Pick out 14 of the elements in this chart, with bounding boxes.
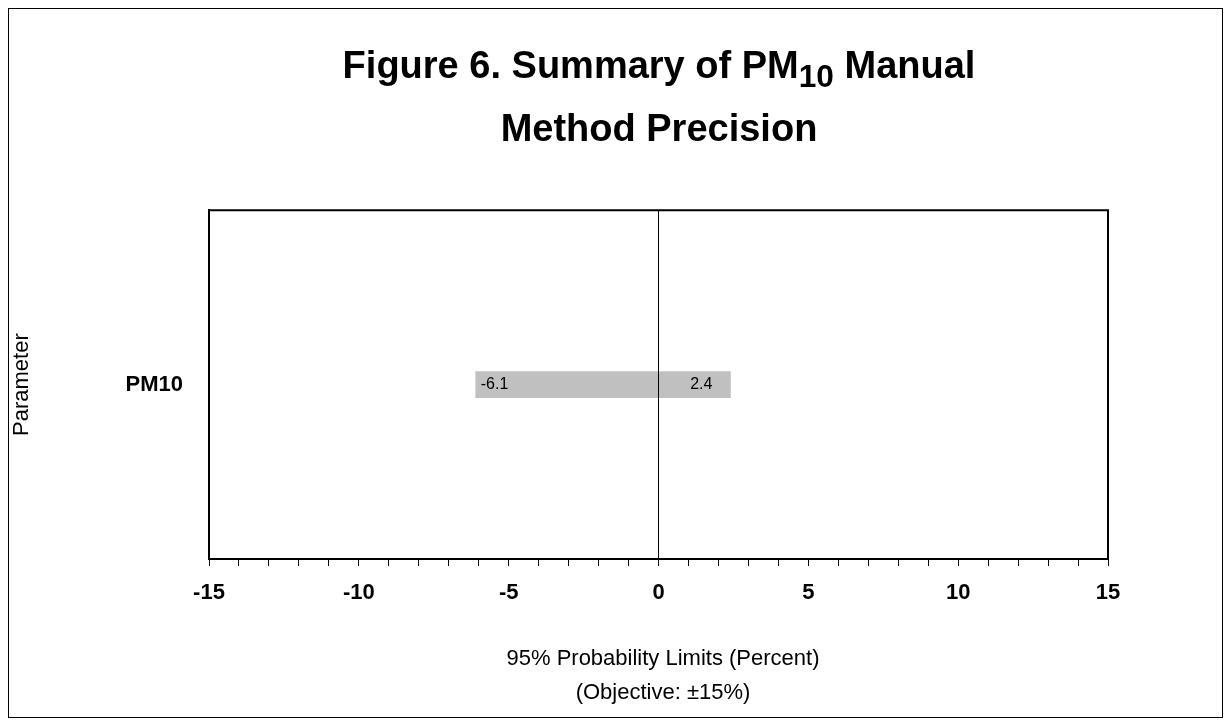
y-axis-title: Parameter	[8, 333, 34, 436]
text: (Objective: ±15%)	[574, 679, 752, 705]
x-tick-label: 10	[945, 579, 971, 605]
x-tick-label: 15	[1095, 579, 1121, 605]
x-tick-label: -15	[193, 579, 225, 605]
x-tick-label: -5	[498, 579, 519, 605]
x-axis-title: 95% Probability Limits (Percent)	[505, 645, 821, 671]
x-tick-label: 0	[652, 579, 665, 605]
data-label: 2.4	[690, 375, 713, 393]
y-tick-label: PM10	[125, 370, 183, 396]
x-tick-label: 5	[802, 579, 815, 605]
x-tick-label: -10	[342, 579, 375, 605]
data-label: -6.1	[480, 375, 509, 393]
chart-title: Figure 6. Summary of PM$_{10}$ Manual Method Precision	[341, 43, 977, 151]
